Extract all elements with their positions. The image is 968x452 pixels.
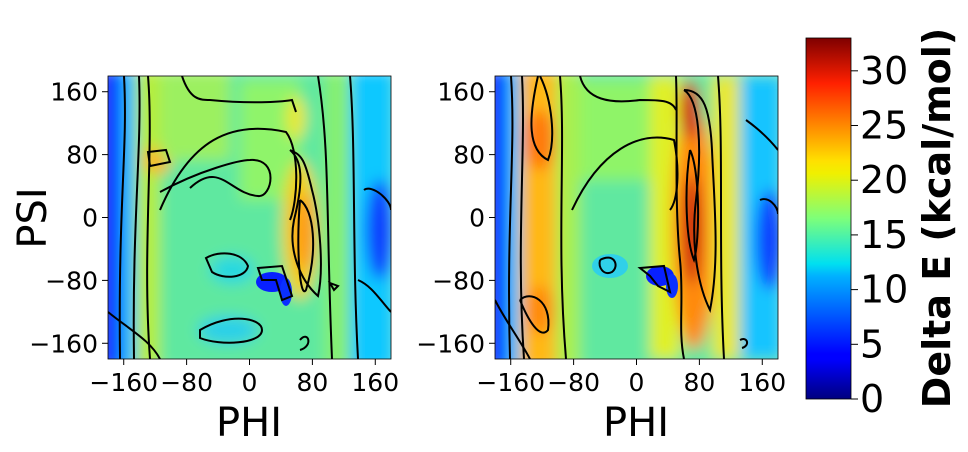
- right-x-ticks: −160 −80 0 80 160: [476, 359, 786, 397]
- left-x-ticks: −160 −80 0 80 160: [89, 359, 399, 397]
- right-x-tick-label: 80: [683, 368, 715, 397]
- left-y-tick-label: 160: [50, 78, 98, 107]
- right-heatmap: [495, 76, 778, 359]
- right-y-tick-label: 80: [453, 141, 485, 170]
- colorbar-label: Delta E (kcal/mol): [915, 28, 959, 408]
- right-x-axis-label: PHI: [603, 400, 669, 446]
- right-y-tick-label: −160: [416, 329, 485, 358]
- right-y-tick-label: 0: [469, 204, 485, 233]
- left-x-tick-label: −160: [89, 368, 158, 397]
- right-y-tick-label: 160: [437, 78, 485, 107]
- left-y-tick-label: −80: [45, 266, 98, 295]
- left-contour-lines: [108, 76, 391, 359]
- colorbar-ticks: 0 5 10 15 20 25 30: [851, 49, 908, 421]
- left-y-axis-label: PSI: [10, 187, 56, 248]
- right-y-tick-label: −80: [432, 266, 485, 295]
- left-y-tick-label: 0: [82, 204, 98, 233]
- colorbar-tick-label: 20: [860, 158, 908, 202]
- left-y-ticks: −160 −80 0 80 160: [29, 78, 108, 358]
- left-x-tick-label: 160: [351, 368, 399, 397]
- left-x-tick-label: 0: [242, 368, 258, 397]
- left-heatmap: [108, 76, 391, 359]
- right-y-ticks: −160 −80 0 80 160: [416, 78, 495, 358]
- colorbar-tick-label: 0: [860, 377, 884, 421]
- right-x-tick-label: 0: [629, 368, 645, 397]
- left-x-axis-label: PHI: [216, 400, 282, 446]
- colorbar-tick-label: 10: [860, 268, 908, 312]
- left-x-tick-label: 80: [296, 368, 328, 397]
- colorbar-tick-label: 5: [860, 322, 884, 366]
- right-x-tick-label: −80: [547, 368, 600, 397]
- colorbar-gradient: [805, 37, 852, 400]
- colorbar-tick-label: 30: [860, 49, 908, 93]
- left-y-tick-label: 80: [66, 141, 98, 170]
- left-x-tick-label: −80: [160, 368, 213, 397]
- left-y-tick-label: −160: [29, 329, 98, 358]
- colorbar-tick-label: 15: [860, 213, 908, 257]
- right-x-tick-label: 160: [738, 368, 786, 397]
- right-contour-lines: [495, 76, 778, 359]
- right-x-tick-label: −160: [476, 368, 545, 397]
- colorbar-tick-label: 25: [860, 104, 908, 148]
- colorbar: 0 5 10 15 20 25 30 Delta E (kcal/mol): [805, 28, 959, 421]
